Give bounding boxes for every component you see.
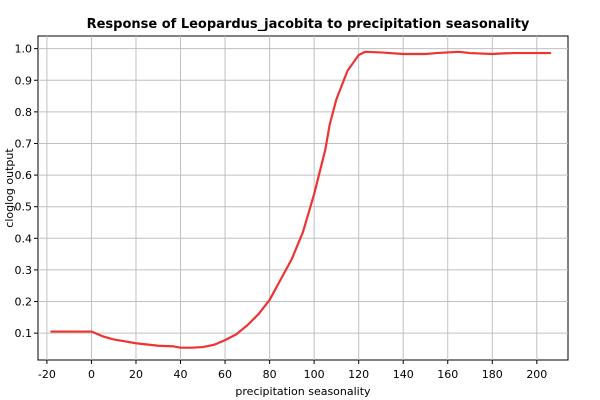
x-tick-label: 160 <box>437 368 458 381</box>
y-tick-labels: 0.1 0.2 0.3 0.4 0.5 0.6 0.7 0.8 0.9 1.0 <box>15 43 33 340</box>
x-tick-label: -20 <box>38 368 56 381</box>
y-axis-label: cloglog output <box>3 148 16 228</box>
y-tick-label: 0.5 <box>15 201 33 214</box>
x-tick-label: 0 <box>88 368 95 381</box>
x-tick-label: 20 <box>129 368 143 381</box>
chart-title: Response of Leopardus_jacobita to precip… <box>87 17 530 32</box>
x-tick-labels: -20 0 20 40 60 80 100 120 140 160 180 200 <box>38 368 547 381</box>
y-tick-label: 0.1 <box>15 327 33 340</box>
x-axis-label: precipitation seasonality <box>235 385 371 398</box>
y-tick-label: 0.6 <box>15 169 33 182</box>
y-tick-label: 0.4 <box>15 232 33 245</box>
y-tick-label: 0.3 <box>15 264 33 277</box>
x-tick-label: 40 <box>174 368 188 381</box>
x-tick-label: 100 <box>304 368 325 381</box>
x-tick-label: 200 <box>526 368 547 381</box>
x-tick-label: 120 <box>348 368 369 381</box>
grid <box>38 36 568 360</box>
x-tick-label: 180 <box>482 368 503 381</box>
y-tick-label: 1.0 <box>15 43 33 56</box>
x-tick-label: 80 <box>263 368 277 381</box>
response-curve <box>50 50 552 349</box>
plot-area <box>34 35 569 364</box>
ticks <box>34 48 538 364</box>
plot-frame <box>37 35 569 361</box>
x-tick-label: 140 <box>393 368 414 381</box>
y-tick-label: 0.2 <box>15 296 33 309</box>
y-tick-label: 0.8 <box>15 106 33 119</box>
y-tick-label: 0.9 <box>15 74 33 87</box>
x-tick-label: 60 <box>218 368 232 381</box>
y-tick-label: 0.7 <box>15 137 33 150</box>
